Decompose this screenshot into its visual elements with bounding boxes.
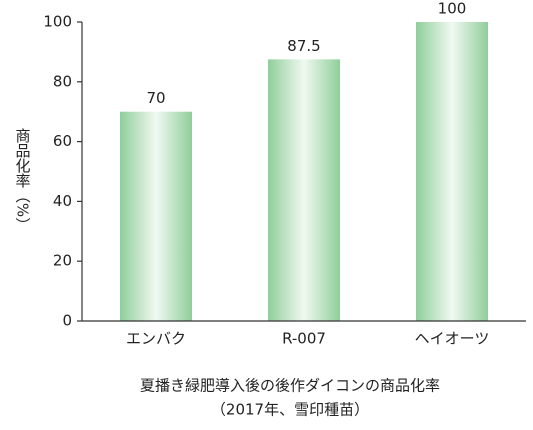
chart-title: 夏播き緑肥導入後の後作ダイコンの商品化率: [140, 377, 440, 395]
y-axis-label: 商品化率（%）: [14, 128, 32, 232]
y-tick-label: 100: [43, 13, 72, 31]
data-label: 100: [438, 0, 467, 18]
chart-subtitle: （2017年、雪印種苗）: [211, 401, 369, 419]
bar: [268, 59, 340, 321]
data-label: 70: [146, 89, 165, 107]
y-tick-label: 40: [53, 192, 72, 210]
y-tick-label: 20: [53, 252, 72, 270]
data-label: 87.5: [287, 37, 320, 55]
y-tick-label: 60: [53, 132, 72, 150]
x-tick-label: R-007: [282, 330, 326, 348]
y-tick-label: 80: [53, 72, 72, 90]
y-tick-label: 0: [62, 312, 72, 330]
bar: [416, 22, 488, 321]
x-tick-label: エンバク: [126, 330, 186, 348]
x-tick-label: ヘイオーツ: [415, 330, 490, 348]
bar: [120, 111, 192, 321]
